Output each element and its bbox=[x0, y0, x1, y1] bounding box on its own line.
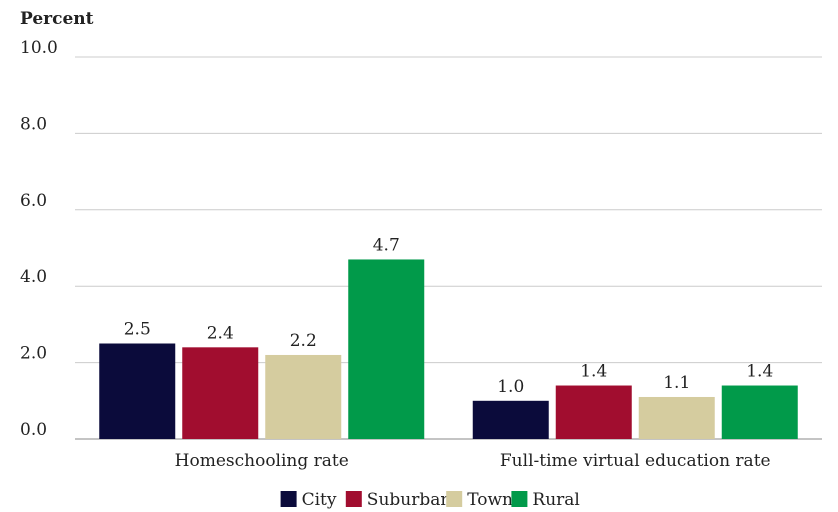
legend-swatch bbox=[446, 491, 463, 507]
y-tick-label: 10.0 bbox=[20, 38, 58, 58]
y-tick-label: 4.0 bbox=[20, 267, 47, 287]
data-label: 2.2 bbox=[290, 331, 317, 351]
bar bbox=[721, 385, 798, 439]
data-label: 2.5 bbox=[124, 320, 151, 340]
bar bbox=[472, 400, 549, 439]
y-axis-label: Percent bbox=[20, 9, 94, 29]
bar bbox=[99, 343, 176, 439]
legend-label: Suburban bbox=[367, 490, 452, 510]
y-tick-label: 6.0 bbox=[20, 191, 47, 211]
bar bbox=[265, 354, 342, 439]
y-tick-label: 8.0 bbox=[20, 114, 47, 134]
x-tick-label: Full-time virtual education rate bbox=[500, 451, 771, 471]
bar bbox=[555, 385, 632, 439]
data-label: 2.4 bbox=[207, 323, 234, 343]
y-tick-label: 0.0 bbox=[20, 420, 47, 440]
legend-swatch bbox=[280, 491, 297, 507]
data-label: 4.7 bbox=[373, 235, 400, 255]
bar bbox=[638, 396, 715, 439]
bar bbox=[182, 347, 259, 439]
data-label: 1.0 bbox=[497, 377, 524, 397]
x-tick-label: Homeschooling rate bbox=[175, 451, 349, 471]
y-tick-label: 2.0 bbox=[20, 344, 47, 364]
legend-swatch bbox=[345, 491, 362, 507]
data-label: 1.4 bbox=[746, 362, 773, 382]
legend-label: City bbox=[302, 490, 337, 510]
data-label: 1.4 bbox=[580, 362, 607, 382]
legend-swatch bbox=[511, 491, 528, 507]
legend-label: Town bbox=[467, 490, 513, 510]
bar bbox=[348, 259, 425, 439]
data-label: 1.1 bbox=[663, 373, 690, 393]
legend-label: Rural bbox=[532, 490, 579, 510]
